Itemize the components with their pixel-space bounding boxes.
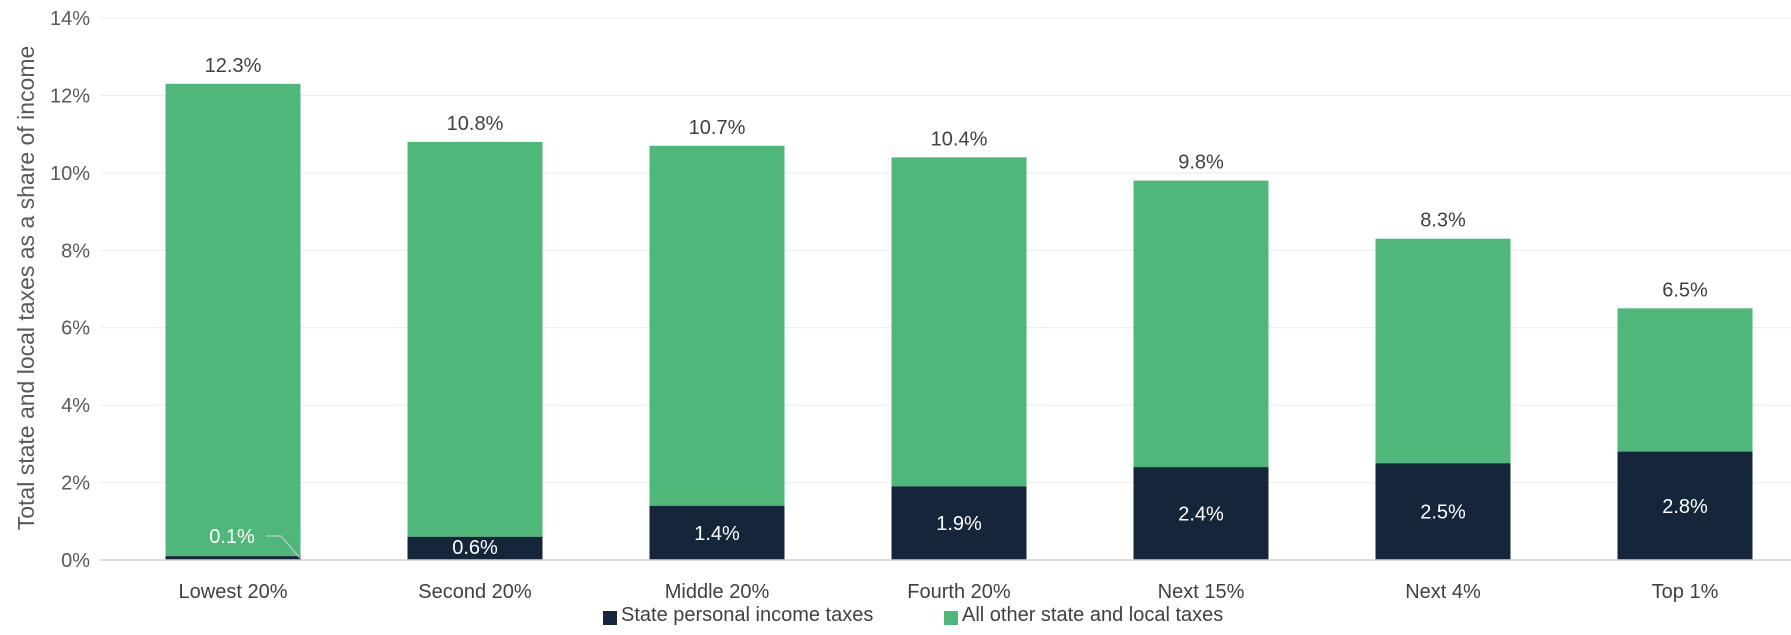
legend: State personal income taxes All other sta… <box>603 604 1223 626</box>
bars <box>165 83 1753 560</box>
bar-other-taxes <box>1617 308 1753 452</box>
income-tax-value-label: 2.8% <box>1662 496 1708 518</box>
bar-other-taxes <box>1133 180 1269 468</box>
legend-swatch-other-taxes <box>944 611 958 625</box>
income-tax-value-label: 1.4% <box>694 523 740 545</box>
income-tax-value-label: 2.4% <box>1178 504 1224 526</box>
y-tick-label: 8% <box>61 240 90 262</box>
legend-label-other-taxes: All other state and local taxes <box>962 604 1223 626</box>
y-tick-label: 4% <box>61 395 90 417</box>
legend-swatch-income-taxes <box>603 611 617 625</box>
x-category-label: Fourth 20% <box>907 581 1011 603</box>
total-value-label: 10.8% <box>447 113 504 135</box>
y-tick-label: 14% <box>50 8 90 30</box>
total-value-label: 10.4% <box>931 128 988 150</box>
bar-income-taxes <box>1617 451 1753 560</box>
bar-income-taxes <box>1133 467 1269 560</box>
bar-income-taxes <box>165 556 301 560</box>
bar-other-taxes <box>649 145 785 506</box>
x-category-label: Next 4% <box>1405 581 1481 603</box>
income-tax-value-label: 1.9% <box>936 513 982 535</box>
income-tax-value-label: 0.1% <box>209 526 255 548</box>
data-labels: 12.3% 0.1% 10.8% 0.6% 10.7% 1.4% 10.4% 1.9% 9.8%… <box>205 55 1708 559</box>
bar-other-taxes <box>165 83 301 557</box>
total-value-label: 12.3% <box>205 55 262 77</box>
label-leader-line <box>266 535 301 559</box>
total-value-label: 10.7% <box>689 117 746 139</box>
y-axis-ticks: 0% 2% 4% 6% 8% 10% 12% 14% <box>50 8 90 572</box>
income-tax-value-label: 0.6% <box>452 537 498 559</box>
y-tick-label: 2% <box>61 473 90 495</box>
total-value-label: 8.3% <box>1420 210 1466 232</box>
x-axis-categories: Lowest 20% Second 20% Middle 20% Fourth 20%… <box>179 581 1719 603</box>
total-value-label: 6.5% <box>1662 279 1708 301</box>
y-axis-label: Total state and local taxes as a share o… <box>13 46 39 531</box>
bar-other-taxes <box>891 157 1027 487</box>
legend-label-income-taxes: State personal income taxes <box>621 604 873 626</box>
x-category-label: Lowest 20% <box>179 581 288 603</box>
y-tick-label: 6% <box>61 318 90 340</box>
bar-income-taxes <box>891 486 1027 560</box>
bar-other-taxes <box>1375 238 1511 464</box>
y-tick-label: 12% <box>50 85 90 107</box>
bar-income-taxes <box>649 505 785 560</box>
x-category-label: Top 1% <box>1652 581 1719 603</box>
x-category-label: Second 20% <box>418 581 532 603</box>
bar-income-taxes <box>407 536 543 560</box>
total-value-label: 9.8% <box>1178 152 1224 174</box>
bar-other-taxes <box>407 141 543 537</box>
x-category-label: Next 15% <box>1158 581 1245 603</box>
y-tick-label: 0% <box>61 550 90 572</box>
bar-income-taxes <box>1375 463 1511 560</box>
income-tax-value-label: 2.5% <box>1420 502 1466 524</box>
y-tick-label: 10% <box>50 163 90 185</box>
x-category-label: Middle 20% <box>665 581 770 603</box>
